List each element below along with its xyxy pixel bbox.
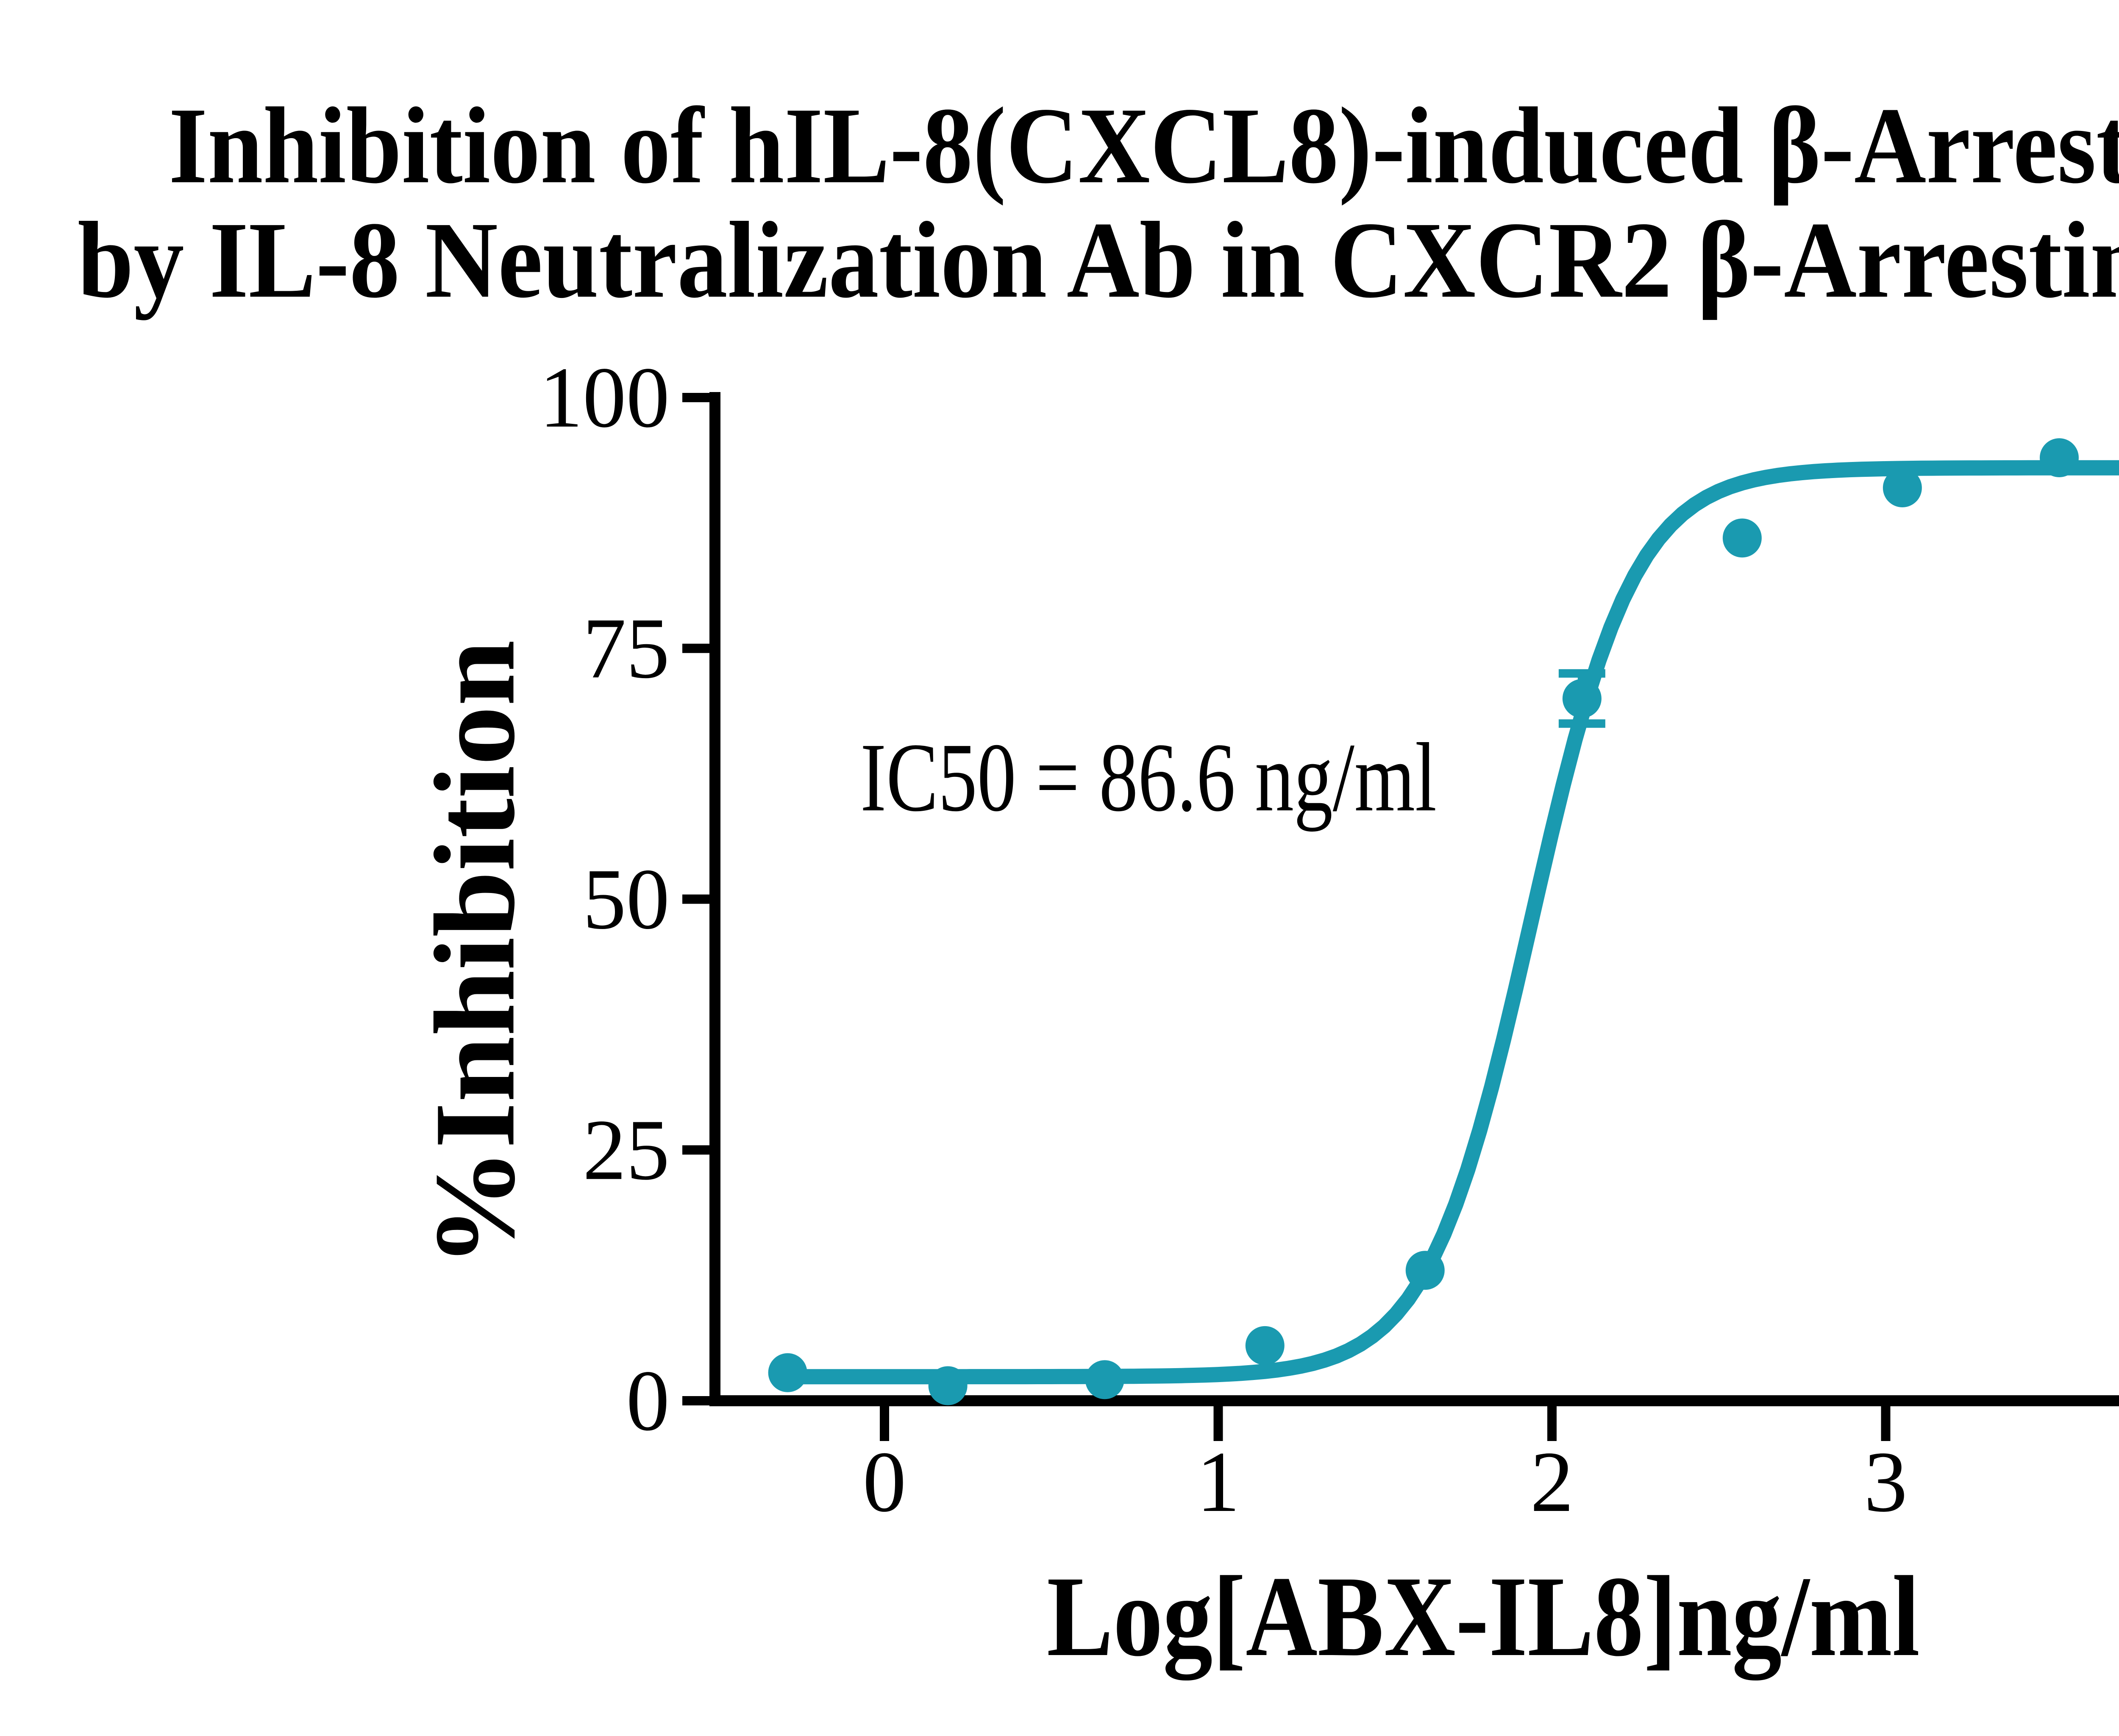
y-tick-label: 0 bbox=[626, 1353, 670, 1449]
x-tick-label: 3 bbox=[1864, 1434, 1908, 1530]
data-point bbox=[768, 1353, 807, 1392]
x-tick-label: 2 bbox=[1530, 1434, 1574, 1530]
data-point bbox=[1722, 518, 1762, 558]
y-axis-tick-labels: 0 25 50 75 100 bbox=[539, 350, 670, 1449]
y-tick-label: 25 bbox=[583, 1102, 670, 1198]
x-axis-label: Log[ABX-IL8]ng/ml bbox=[1047, 1552, 1920, 1682]
data-point bbox=[928, 1366, 968, 1405]
y-tick-label: 75 bbox=[583, 600, 670, 696]
x-tick-label: 1 bbox=[1196, 1434, 1240, 1530]
fit-curve bbox=[780, 460, 2119, 1385]
data-point bbox=[1562, 679, 1602, 718]
data-point bbox=[1405, 1251, 1445, 1290]
fit-curve-path bbox=[780, 460, 2119, 1385]
axes bbox=[709, 392, 2119, 1406]
data-point bbox=[1245, 1326, 1285, 1365]
y-axis-ticks bbox=[682, 393, 716, 1405]
data-point bbox=[1085, 1360, 1124, 1399]
data-point bbox=[1883, 468, 1922, 508]
ic50-annotation: IC50 = 86.6 ng/ml bbox=[860, 723, 1437, 832]
y-axis-label: %Inhibition bbox=[411, 640, 539, 1267]
y-tick-label: 50 bbox=[583, 851, 670, 947]
x-axis-tick-labels: 01234 bbox=[863, 1434, 1908, 1530]
data-points bbox=[768, 438, 2079, 1405]
chart-title-line1: Inhibition of hIL-8(CXCL8)-induced β-Arr… bbox=[169, 85, 2119, 206]
chart-title-line2: by IL-8 Neutralization Ab in CXCR2 β-Arr… bbox=[78, 199, 2119, 320]
y-tick-label: 100 bbox=[539, 350, 670, 446]
x-axis-ticks bbox=[880, 1406, 1891, 1441]
x-tick-label: 0 bbox=[863, 1434, 907, 1530]
data-point bbox=[2040, 438, 2079, 478]
